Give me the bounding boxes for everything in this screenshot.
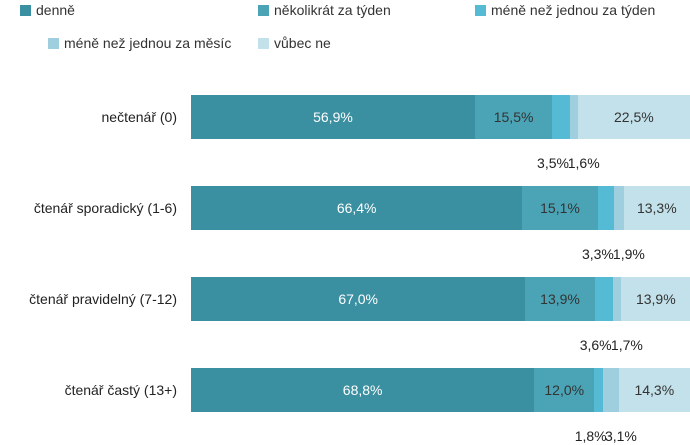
- data-label: 67,0%: [338, 291, 379, 307]
- data-label: 13,3%: [636, 200, 677, 216]
- data-label: 3,1%: [604, 428, 637, 444]
- legend-swatch: [258, 37, 269, 49]
- bar-segment: [621, 277, 690, 321]
- legend-label: méně než jednou za měsíc: [64, 35, 232, 51]
- bar-segment: [191, 277, 526, 321]
- data-label: 15,1%: [540, 200, 580, 216]
- data-label: 13,9%: [540, 291, 580, 307]
- bar-segment: [594, 277, 613, 321]
- legend-item: několikrát za týden: [258, 0, 391, 20]
- data-label: 66,4%: [336, 200, 377, 216]
- category-label: nečtenář (0): [101, 109, 177, 125]
- legend-item: denně: [20, 0, 75, 20]
- data-label: 68,8%: [342, 382, 383, 398]
- category-label: čtenář častý (13+): [64, 382, 177, 398]
- data-label: 14,3%: [634, 382, 675, 398]
- data-label: 12,0%: [544, 382, 585, 398]
- bar-segment: [577, 95, 690, 139]
- bar-segment: [594, 368, 604, 412]
- bar-segment: [569, 95, 578, 139]
- data-label: 22,5%: [614, 109, 654, 125]
- legend-label: méně než jednou za týden: [491, 2, 656, 18]
- bar-segment: [623, 186, 690, 230]
- bar-segment: [534, 368, 595, 412]
- category-label: čtenář sporadický (1-6): [33, 200, 177, 216]
- category-label: čtenář pravidelný (7-12): [29, 291, 177, 307]
- data-label: 3,5%: [537, 155, 569, 171]
- bar-segment: [474, 95, 553, 139]
- bar-segment: [191, 368, 535, 412]
- bar-segment: [597, 186, 615, 230]
- legend-item: méně než jednou za měsíc: [48, 33, 231, 53]
- legend-swatch: [475, 4, 486, 16]
- data-label: 1,7%: [610, 337, 643, 353]
- bar-segment: [552, 95, 570, 139]
- legend-swatch: [20, 4, 31, 16]
- data-label: 3,3%: [581, 246, 614, 262]
- data-label: 15,5%: [493, 109, 534, 125]
- bar-segment: [525, 277, 595, 321]
- data-label: 3,6%: [579, 337, 612, 353]
- legend-swatch: [258, 4, 269, 16]
- bar-segment: [191, 95, 475, 139]
- data-label: 1,9%: [612, 246, 645, 262]
- data-label: 1,6%: [567, 155, 600, 171]
- legend-label: několikrát za týden: [274, 2, 391, 18]
- data-label: 56,9%: [313, 109, 353, 125]
- data-label: 13,9%: [635, 291, 676, 307]
- bar-segment: [618, 368, 690, 412]
- legend-label: vůbec ne: [274, 35, 331, 51]
- bar-segment: [614, 186, 624, 230]
- legend-item: méně než jednou za týden: [475, 0, 655, 20]
- bar-segment: [612, 277, 622, 321]
- bar-segment: [191, 186, 523, 230]
- bar-segment: [522, 186, 598, 230]
- legend-item: vůbec ne: [258, 33, 331, 53]
- bar-segment: [603, 368, 619, 412]
- legend-swatch: [48, 37, 59, 49]
- legend-label: denně: [36, 2, 75, 18]
